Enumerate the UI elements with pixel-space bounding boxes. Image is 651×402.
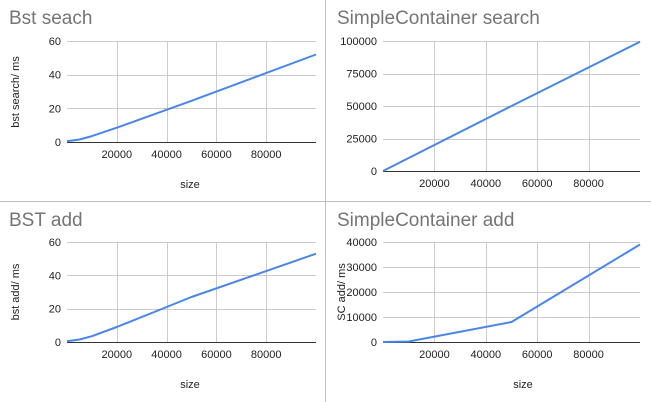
y-tick-label: 25000 [346, 134, 377, 146]
chart-title: Bst seach [9, 8, 92, 29]
y-axis-label: SC add/ ms [336, 263, 348, 321]
x-tick-label: 80000 [251, 149, 282, 161]
x-tick-label: 20000 [102, 349, 133, 361]
y-tick-label: 60 [49, 237, 61, 249]
y-tick-label: 0 [55, 137, 61, 149]
x-tick-label: 40000 [151, 349, 182, 361]
x-tick-label: 20000 [102, 149, 133, 161]
x-tick-label: 60000 [522, 349, 553, 361]
simplecontainer-add-chart: SimpleContainer add SC add/ ms size 0 100… [336, 210, 641, 391]
y-tick-label: 30000 [346, 262, 377, 274]
y-tick-label: 20000 [346, 287, 377, 299]
x-tick-label: 40000 [151, 149, 182, 161]
y-tick-label: 100000 [340, 36, 377, 48]
simplecontainer-search-chart: SimpleContainer search 0 25000 50000 75000 1… [337, 8, 641, 190]
y-tick-label: 0 [371, 166, 377, 178]
gridlines [383, 242, 640, 343]
bst-search-chart: Bst seach bst search/ ms size 0 20 40 60 200… [9, 8, 317, 191]
x-axis-label: size [513, 379, 533, 391]
y-tick-label: 0 [55, 337, 61, 349]
chart-title: SimpleContainer search [337, 8, 540, 29]
y-tick-label: 40 [49, 70, 61, 82]
x-tick-label: 80000 [251, 349, 282, 361]
x-axis-label: size [180, 179, 200, 191]
x-tick-label: 20000 [419, 178, 450, 190]
series-line [66, 252, 317, 343]
x-tick-label: 40000 [471, 349, 502, 361]
chart-title: SimpleContainer add [337, 210, 514, 231]
y-tick-label: 0 [371, 337, 377, 349]
x-tick-label: 40000 [471, 178, 502, 190]
y-tick-label: 20 [49, 304, 61, 316]
series-line [66, 53, 317, 143]
x-tick-label: 60000 [201, 349, 232, 361]
y-axis-label: bst add/ ms [10, 263, 22, 320]
bst-add-chart: BST add bst add/ ms size 0 20 40 60 20000 400… [9, 210, 317, 391]
x-tick-label: 20000 [419, 349, 450, 361]
series-line [382, 40, 641, 172]
x-tick-label: 60000 [201, 149, 232, 161]
gridlines [67, 242, 316, 343]
y-tick-label: 40000 [346, 237, 377, 249]
y-tick-label: 40 [49, 270, 61, 282]
y-axis-label: bst search/ ms [10, 56, 22, 128]
series-line [382, 243, 641, 343]
gridlines [67, 41, 316, 143]
y-tick-label: 75000 [346, 69, 377, 81]
y-tick-label: 60 [49, 36, 61, 48]
y-tick-label: 50000 [346, 101, 377, 113]
x-axis-label: size [180, 379, 200, 391]
x-tick-label: 60000 [522, 178, 553, 190]
x-tick-label: 80000 [573, 178, 604, 190]
y-tick-label: 20 [49, 103, 61, 115]
chart-title: BST add [9, 210, 83, 231]
x-tick-label: 80000 [573, 349, 604, 361]
y-tick-label: 10000 [346, 312, 377, 324]
